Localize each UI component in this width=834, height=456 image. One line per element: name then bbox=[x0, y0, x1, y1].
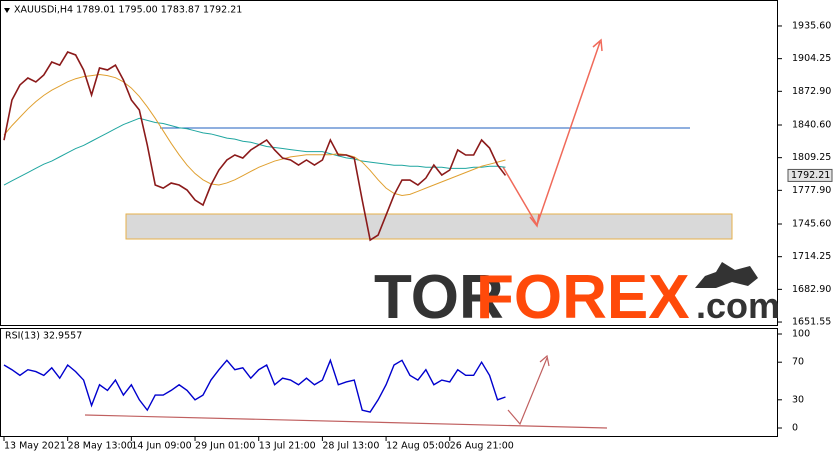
y-tick-label: 0 bbox=[792, 423, 798, 434]
rsi-forecast bbox=[507, 357, 548, 426]
y-tick-label: 70 bbox=[792, 357, 804, 368]
rsi-annotations bbox=[84, 354, 608, 429]
y-tick-label: 1872.90 bbox=[792, 86, 831, 97]
y-tick-label: 1651.55 bbox=[792, 317, 831, 328]
moving-average bbox=[3, 74, 506, 196]
y-tick-label: 1809.25 bbox=[792, 152, 831, 163]
y-tick-label: 1777.90 bbox=[792, 185, 831, 196]
x-tick-label: 12 Aug 05:00 bbox=[386, 441, 450, 452]
x-tick-label: 29 Jun 01:00 bbox=[195, 441, 255, 452]
x-tick-label: 13 May 2021 bbox=[4, 441, 66, 452]
y-tick-label: 1840.60 bbox=[792, 119, 831, 130]
forecast-arrows bbox=[502, 38, 603, 228]
x-tick-label: 28 May 13:00 bbox=[68, 441, 133, 452]
indicator-pane bbox=[0, 328, 778, 437]
arrow-head bbox=[539, 354, 550, 367]
arrow-head bbox=[592, 38, 603, 52]
indicator-title: RSI(13) 32.9557 bbox=[5, 331, 82, 342]
arrow-head bbox=[529, 213, 540, 228]
support-zone bbox=[125, 213, 733, 240]
moving-average bbox=[3, 117, 506, 186]
rsi-trendline bbox=[84, 414, 608, 429]
last-price-tag bbox=[787, 168, 833, 182]
x-tick-label: 28 Jul 13:00 bbox=[322, 441, 379, 452]
watermark-right: .com bbox=[696, 285, 780, 326]
y-tick-label: 1745.60 bbox=[792, 219, 831, 230]
y-tick-label: 1935.60 bbox=[792, 20, 831, 31]
price-pane bbox=[0, 0, 778, 326]
bull-icon bbox=[695, 262, 758, 288]
rsi-line bbox=[3, 358, 506, 413]
y-tick-label: 100 bbox=[792, 329, 810, 340]
y-tick-label: 1904.25 bbox=[792, 53, 831, 64]
chart-title: XAUUSDi,H4 1789.01 1795.00 1783.87 1792.… bbox=[14, 5, 242, 16]
x-tick-label: 14 Jun 09:00 bbox=[131, 441, 191, 452]
x-tick-label: 26 Aug 21:00 bbox=[450, 441, 514, 452]
y-tick-label: 30 bbox=[792, 394, 804, 405]
title-icon bbox=[4, 8, 10, 13]
y-tick-label: 1714.25 bbox=[792, 251, 831, 262]
watermark-middle: FOREX bbox=[476, 263, 690, 332]
x-tick-label: 13 Jul 21:00 bbox=[259, 441, 316, 452]
watermark-left: TOR bbox=[374, 263, 504, 332]
price-line bbox=[3, 51, 507, 242]
y-tick-label: 1682.90 bbox=[792, 284, 831, 295]
last-price-label: 1792.21 bbox=[791, 170, 830, 181]
watermark: TOR FOREX .com bbox=[374, 262, 780, 332]
